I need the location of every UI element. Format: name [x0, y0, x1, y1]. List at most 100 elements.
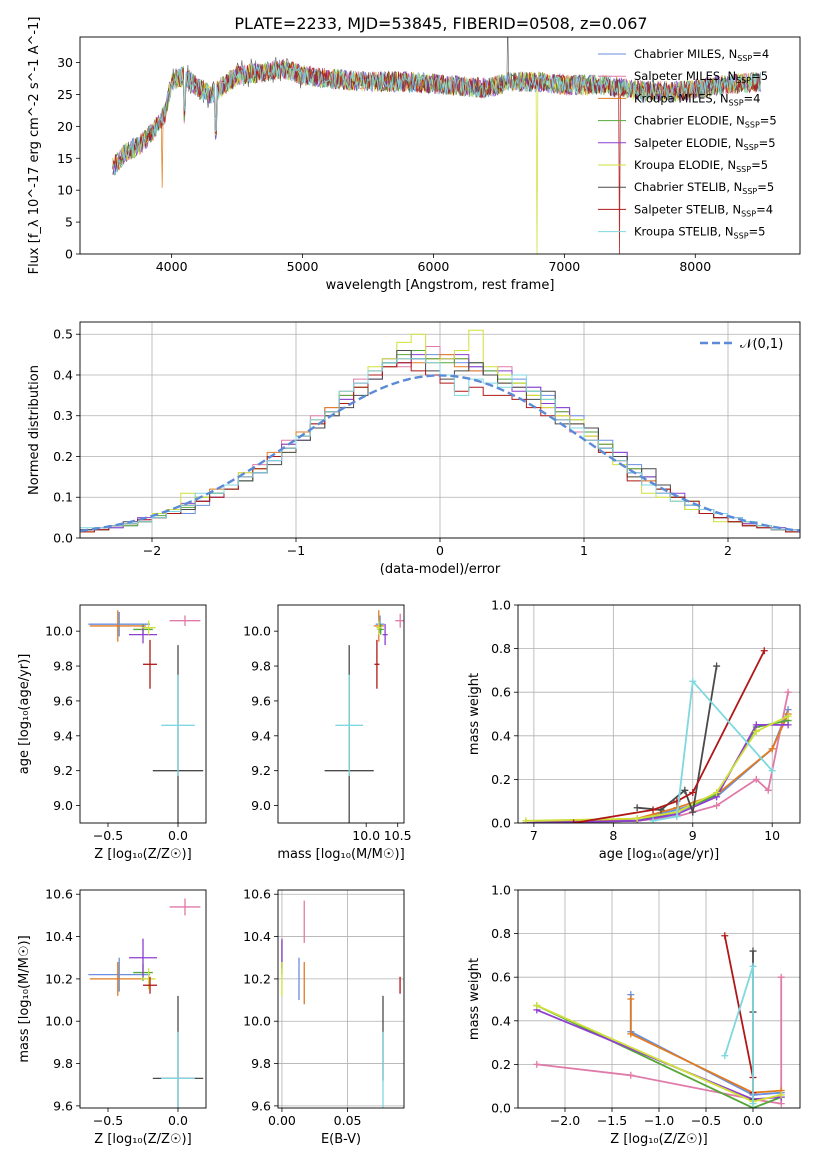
error-bar-point [143, 639, 157, 689]
error-bar-point [141, 620, 156, 635]
x-tick-label: 8 [609, 828, 617, 843]
mass-weight-marker [689, 808, 697, 816]
axes-frame [517, 604, 801, 824]
legend-value: =4 [744, 91, 761, 105]
legend-value: =5 [751, 69, 768, 83]
mass-weight-line [652, 679, 773, 822]
y-axis-label: mass weight [467, 958, 482, 1040]
mass-weight-marker [777, 973, 785, 981]
error-bar-point [382, 624, 388, 646]
error-bar-point [169, 898, 201, 916]
y-tick-label: 0.4 [491, 1013, 511, 1028]
panel-age_vs_Z: −0.5 0.0 9.0 9.2 9.4 9.6 9.8 10.0 Z [log₁₀(Z/Z☉)… [17, 604, 207, 862]
mass-weight-marker [533, 1060, 541, 1068]
error-bar-point [129, 625, 157, 644]
y-tick-label: 9.6 [53, 693, 73, 708]
mass-weight-marker [721, 932, 729, 940]
mass-weight-marker [522, 817, 530, 823]
mass-weight-line [637, 665, 718, 816]
y-tick-label: 10.0 [45, 624, 73, 639]
mass-weight-marker [784, 712, 792, 720]
mass-weight-marker [689, 788, 697, 796]
y-tick-label: 10.0 [243, 624, 271, 639]
x-tick-label: 9 [689, 828, 697, 843]
y-tick-label: 0.0 [491, 1101, 511, 1116]
legend-subscript: SSP [736, 165, 751, 174]
y-tick-label: 0.8 [491, 926, 511, 941]
y-tick-label: 0.4 [491, 728, 511, 743]
legend-value: =5 [760, 114, 777, 128]
x-tick-label: 8000 [679, 259, 711, 274]
mass-weight-marker [713, 662, 721, 670]
x-tick-label: 6000 [418, 259, 450, 274]
y-axis-label: age [log₁₀(age/yr)] [17, 654, 32, 775]
y-tick-label: 10.0 [243, 1014, 271, 1029]
x-tick-label: 10 [764, 828, 780, 843]
y-tick-label: 9.6 [251, 1098, 271, 1113]
y-axis-label: Normed distribution [27, 365, 42, 495]
mass-weight-marker [627, 995, 635, 1003]
legend-label: Chabrier ELODIE, NSSP=5 [634, 114, 777, 130]
x-axis-label: Z [log₁₀(Z/Z☉)] [94, 847, 191, 862]
y-axis-label: Flux [f_λ 10^-17 erg cm^-2 s^-1 A^-1] [27, 17, 42, 275]
y-tick-label: 0.6 [491, 970, 511, 985]
legend-label: Kroupa STELIB, NSSP=5 [634, 225, 765, 241]
y-tick-label: 9.8 [53, 659, 73, 674]
error-bar-point [169, 615, 201, 626]
y-tick-label: 0.0 [491, 816, 511, 831]
legend-label: Chabrier MILES, NSSP=4 [634, 47, 769, 63]
mass-weight-marker [633, 804, 641, 812]
mass-weight-marker [764, 786, 772, 794]
legend-value: =5 [759, 136, 776, 150]
mass-weight-marker [777, 1100, 785, 1108]
mass-weight-marker [768, 767, 776, 775]
x-tick-label: 4000 [156, 259, 188, 274]
spectrum-line [112, 60, 761, 175]
error-bar-point [88, 611, 150, 637]
y-tick-label: 0.2 [491, 1057, 511, 1072]
mass-weight-line [723, 935, 754, 1093]
y-tick-label: 0.2 [491, 772, 511, 787]
legend-label: Chabrier STELIB, NSSP=5 [634, 180, 774, 196]
legend-subscript: SSP [729, 98, 744, 107]
mass-weight-marker [649, 806, 657, 814]
legend-label: Salpeter STELIB, NSSP=4 [634, 202, 773, 218]
y-tick-label: 10.2 [243, 971, 271, 986]
y-tick-label: 10.6 [243, 887, 271, 902]
panel-age_vs_mass: 10.0 10.5 9.0 9.2 9.4 9.6 9.8 10.0 mass [log₁₀(M… [243, 604, 412, 862]
legend-value: =4 [752, 47, 769, 61]
legend-subscript: SSP [737, 54, 752, 63]
x-axis-label: Z [log₁₀(Z/Z☉)] [94, 1132, 191, 1147]
legend-label: 𝒩(0,1) [740, 337, 783, 352]
y-tick-label: 9.8 [53, 1056, 73, 1071]
error-bar-point [89, 961, 146, 996]
y-tick-label: 9.2 [251, 763, 271, 778]
mass-weight-line [573, 650, 766, 823]
y-tick-label: 10.2 [45, 971, 73, 986]
y-axis-label: mass [log₁₀(M/M☉)] [17, 935, 32, 1062]
y-tick-label: 9.0 [251, 798, 271, 813]
error-bar-point [88, 957, 150, 992]
mass-weight-marker [673, 812, 681, 820]
y-tick-label: 10.4 [45, 929, 73, 944]
x-tick-label: 0.0 [743, 1113, 763, 1128]
x-tick-label: −1.0 [644, 1113, 674, 1128]
x-axis-label: E(B-V) [321, 1132, 361, 1147]
y-tick-label: 0 [65, 247, 73, 262]
axes-frame [79, 36, 801, 255]
mass-weight-marker [649, 817, 657, 823]
panel-spectrum: 4000 5000 6000 7000 8000 0 5 10 15 20 25 30 waveleng… [27, 17, 801, 293]
plot-area [80, 329, 800, 538]
mass-weight-marker [777, 1091, 785, 1099]
error-bar-point [129, 938, 157, 977]
plot-area [88, 610, 204, 823]
y-tick-label: 9.8 [251, 659, 271, 674]
plot-area [533, 932, 785, 1108]
panel-residual_histogram: −2 −1 0 1 2 0.0 0.1 0.2 0.3 0.4 0.5 (data-model)/er… [27, 321, 801, 577]
panel-mass_vs_EBV: 0.00 0.05 9.6 9.8 10.0 10.2 10.4 10.6 E(B-V) [243, 887, 405, 1147]
error-bar-point [161, 1031, 195, 1108]
y-tick-label: 9.0 [53, 798, 73, 813]
error-bar-point [89, 610, 146, 642]
x-tick-label: 10.0 [352, 828, 380, 843]
